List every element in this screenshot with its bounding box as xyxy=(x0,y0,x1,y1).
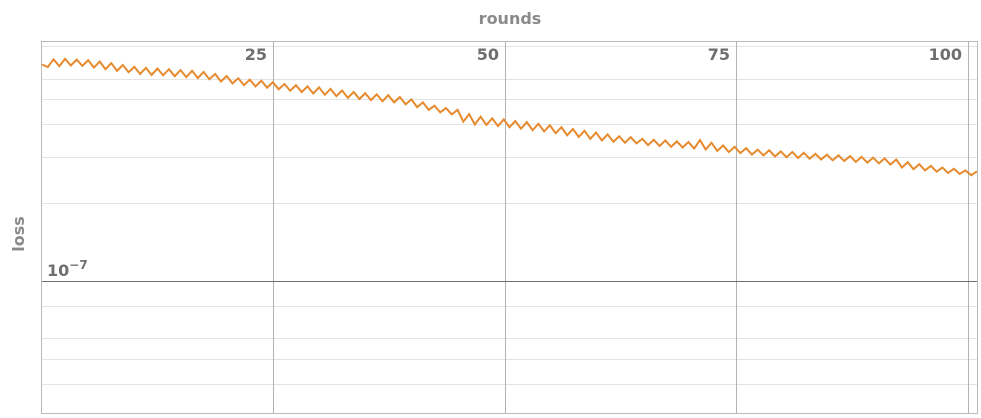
x-tick-label: 100 xyxy=(929,45,962,64)
loss-series-line-0 xyxy=(41,57,978,177)
x-tick-label: 50 xyxy=(477,45,499,64)
grid-layer xyxy=(42,42,977,413)
y-tick-label: 10−7 xyxy=(47,258,88,280)
x-tick-label: 75 xyxy=(708,45,730,64)
tick-label-layer: 25 50 75 100 10−7 xyxy=(47,45,962,280)
y-axis-title: loss xyxy=(9,216,28,252)
x-axis-title: rounds xyxy=(479,9,542,28)
series-layer xyxy=(41,57,978,177)
plot-frame xyxy=(41,41,978,414)
x-tick-label: 25 xyxy=(245,45,267,64)
